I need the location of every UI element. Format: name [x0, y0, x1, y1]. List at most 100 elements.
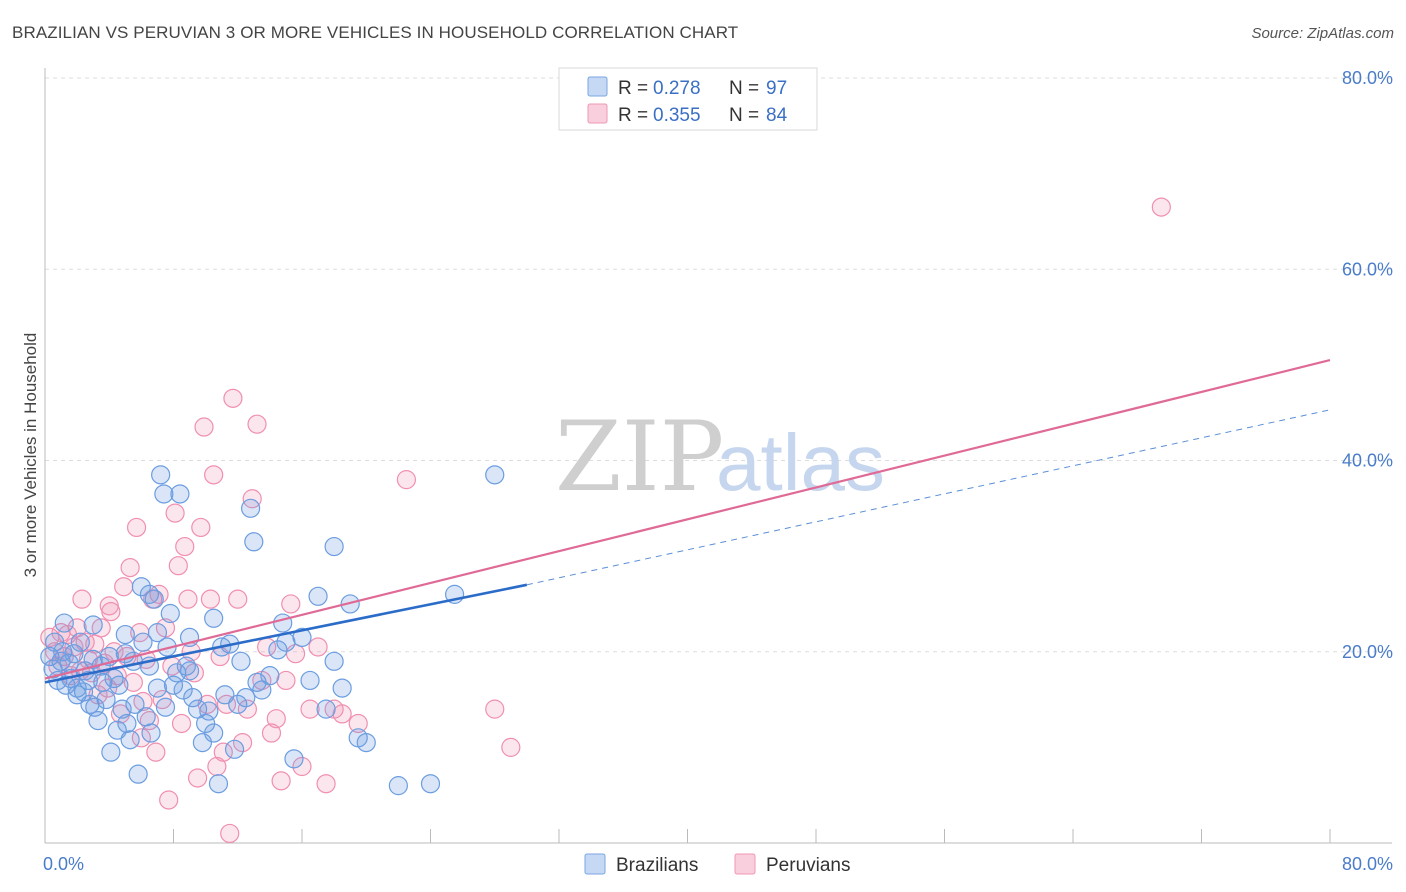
- brazilians-point-87: [324, 536, 344, 557]
- brazilians-point-40: [147, 623, 168, 643]
- x-tick-label-1: 80.0%: [1342, 854, 1393, 874]
- brazilians-trend-line: [44, 583, 528, 684]
- legend-r-value-brazilians: 0.278: [653, 78, 701, 99]
- peruvians-point-79: [1151, 197, 1171, 217]
- brazilians-point-48: [170, 484, 190, 504]
- y-tick-label-2: 60.0%: [1342, 259, 1393, 279]
- peruvians-point-70: [292, 756, 312, 777]
- y-tick-label-3: 80.0%: [1342, 68, 1393, 88]
- brazilians-point-49: [173, 680, 193, 700]
- peruvians-point-45: [187, 768, 208, 788]
- brazilians-point-70: [260, 666, 280, 686]
- peruvians-point-81: [99, 596, 119, 616]
- peruvians-point-73: [316, 774, 336, 794]
- peruvians-point-38: [165, 503, 185, 523]
- brazilians-point-52: [183, 688, 203, 708]
- legend-swatch-brazilians: [587, 76, 608, 97]
- brazilians-point-45: [160, 603, 180, 624]
- brazilians-point-46: [163, 675, 184, 695]
- brazilians-point-2: [45, 632, 65, 652]
- brazilians-point-11: [70, 632, 90, 652]
- trend-lines: [44, 359, 1331, 684]
- watermark-atlas: atlas: [716, 418, 885, 507]
- brazilians-point-67: [244, 532, 264, 552]
- peruvians-point-32: [146, 742, 166, 762]
- brazilians-point-43: [155, 697, 176, 717]
- brazilians-point-82: [356, 732, 376, 753]
- bottom-legend-brazilians: Brazilians: [616, 855, 698, 876]
- peruvians-point-66: [271, 771, 291, 791]
- brazilians-point-63: [228, 694, 248, 714]
- x-tick-labels: 0.0% 80.0%: [43, 854, 1393, 874]
- legend-n-label-brazilians: N =: [729, 78, 759, 99]
- brazilians-point-62: [224, 739, 245, 759]
- brazilians-point-95: [147, 678, 168, 698]
- legend-swatch-peruvians: [587, 103, 608, 124]
- brazilians-point-86: [485, 465, 505, 485]
- brazilians-point-21: [96, 689, 116, 710]
- brazilians-point-55: [196, 713, 216, 734]
- brazilians-point-65: [236, 688, 256, 708]
- peruvians-point-47: [194, 417, 214, 437]
- brazilians-point-33: [128, 764, 148, 784]
- brazilians-point-25: [107, 720, 127, 740]
- brazilians-point-60: [215, 685, 235, 705]
- brazilians-point-77: [308, 586, 328, 606]
- brazilians-point-71: [268, 640, 288, 660]
- brazilians-point-0: [40, 646, 60, 667]
- axes: [44, 68, 1392, 844]
- peruvians-point-13: [85, 634, 105, 654]
- series-peruvians-points: [40, 197, 1171, 844]
- legend-r-label-peruvians: R =: [618, 105, 648, 126]
- peruvians-point-60: [242, 489, 262, 509]
- peruvians-point-72: [308, 637, 328, 657]
- brazilians-point-64: [231, 651, 251, 671]
- peruvians-point-46: [191, 517, 211, 538]
- legend-n-value-brazilians: 97: [766, 78, 787, 99]
- bottom-legend-swatch-peruvians: [734, 853, 756, 875]
- legend-n-value-peruvians: 84: [766, 105, 788, 126]
- peruvians-point-78: [501, 737, 521, 757]
- brazilians-point-92: [67, 685, 87, 705]
- peruvians-point-53: [213, 742, 233, 762]
- peruvians-point-55: [220, 823, 240, 844]
- y-tick-label-1: 40.0%: [1342, 451, 1393, 471]
- brazilians-point-91: [83, 615, 103, 635]
- brazilians-point-41: [151, 465, 171, 485]
- brazilians-point-66: [241, 498, 261, 518]
- brazilians-point-16: [83, 649, 103, 670]
- brazilians-point-14: [78, 670, 98, 691]
- brazilians-point-93: [115, 624, 135, 645]
- brazilians-point-84: [420, 774, 441, 794]
- brazilians-point-29: [117, 713, 137, 734]
- y-axis-label: 3 or more Vehicles in Household: [21, 333, 40, 578]
- peruvians-point-50: [204, 465, 224, 485]
- brazilians-point-23: [101, 742, 121, 762]
- brazilians-point-32: [125, 694, 145, 714]
- peruvians-point-71: [300, 699, 320, 719]
- peruvians-point-57: [228, 589, 248, 609]
- peruvians-point-36: [159, 790, 179, 810]
- peruvians-point-61: [247, 414, 267, 434]
- peruvians-point-58: [232, 732, 253, 753]
- peruvians-point-39: [168, 556, 188, 576]
- peruvians-point-54: [216, 694, 237, 714]
- brazilians-point-42: [154, 484, 174, 504]
- source-label: Source: ZipAtlas.com: [1251, 25, 1394, 42]
- brazilians-point-26: [109, 675, 129, 695]
- x-tick-label-0: 0.0%: [43, 854, 84, 874]
- brazilians-point-38: [141, 723, 161, 743]
- brazilians-point-72: [273, 613, 293, 633]
- peruvians-point-26: [126, 517, 147, 538]
- brazilians-point-35: [133, 632, 153, 652]
- brazilians-point-89: [204, 608, 224, 628]
- brazilians-point-83: [388, 776, 408, 796]
- peruvians-point-64: [261, 723, 282, 743]
- brazilians-point-18: [88, 710, 108, 731]
- series-brazilians-points: [40, 465, 505, 796]
- peruvians-trend-line: [44, 359, 1331, 680]
- brazilians-point-69: [252, 680, 272, 700]
- brazilians-point-57: [204, 723, 224, 743]
- peruvians-point-56: [223, 388, 243, 408]
